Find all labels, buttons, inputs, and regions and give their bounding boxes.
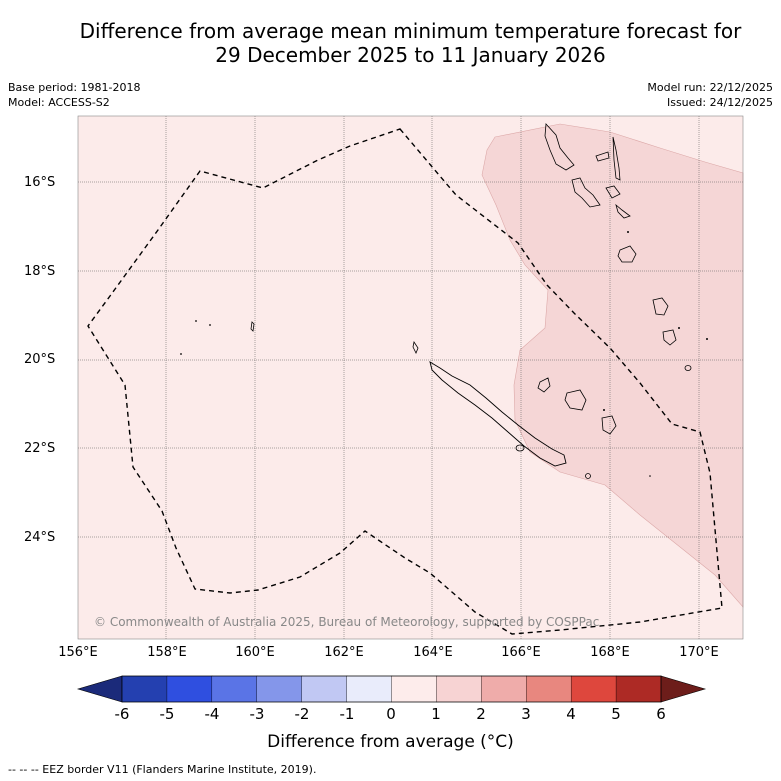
anomaly-region-1-to-2 (481, 123, 744, 608)
x-tick-164e: 164°E (413, 645, 453, 660)
colorbar-cell (256, 675, 303, 703)
islet-dot (627, 231, 629, 233)
islet-dot (209, 324, 211, 326)
title-line-1: Difference from average mean minimum tem… (79, 19, 742, 43)
colorbar-cell (211, 675, 258, 703)
x-tick-160e: 160°E (235, 645, 275, 660)
colorbar-cell (346, 675, 393, 703)
title-line-2: 29 December 2025 to 11 January 2026 (215, 43, 606, 67)
model-name: Model: ACCESS-S2 (8, 96, 110, 109)
aneityum-island (684, 365, 692, 371)
colorbar-cell (301, 675, 348, 703)
colorbar-extend-high (660, 675, 707, 703)
info-left: Base period: 1981-2018 Model: ACCESS-S2 (8, 80, 140, 110)
colorbar-cell (526, 675, 572, 703)
gridlines (78, 116, 743, 639)
colorbar-cell (481, 675, 527, 703)
colorbar-label: -1 (339, 705, 355, 723)
belep-islands (412, 340, 419, 354)
banks-island (595, 151, 610, 162)
colorbar-label: 4 (566, 705, 576, 723)
pentecost-island (612, 136, 621, 181)
x-tick-168e: 168°E (590, 645, 630, 660)
isle-of-pines (515, 444, 525, 452)
colorbar-label: -2 (294, 705, 310, 723)
colorbar-cell (166, 675, 213, 703)
islet-dot (180, 353, 182, 355)
issued-date: Issued: 24/12/2025 (666, 96, 773, 109)
mare-island (601, 415, 617, 435)
islet-dot (678, 327, 680, 329)
erromango-island (652, 297, 669, 316)
colorbar-cell (615, 675, 662, 703)
lifou-island (564, 389, 587, 411)
chesterfield-reef (250, 321, 255, 332)
colorbar-label: 5 (611, 705, 621, 723)
colorbar-label: 6 (656, 705, 666, 723)
y-tick-24s: 24°S (24, 530, 56, 545)
colorbar-label: 3 (521, 705, 531, 723)
x-tick-158e: 158°E (147, 645, 187, 660)
x-tick-156e: 156°E (58, 645, 98, 660)
y-tick-20s: 20°S (24, 352, 56, 367)
info-right: Model run: 22/12/2025 Issued: 24/12/2025 (647, 80, 773, 110)
epi-island (615, 203, 631, 219)
x-tick-162e: 162°E (324, 645, 364, 660)
map-frame (77, 115, 744, 640)
colorbar-cell (391, 675, 438, 703)
colorbar-label: -6 (114, 705, 130, 723)
y-tick-16s: 16°S (24, 175, 56, 190)
colorbar-cell (121, 675, 168, 703)
new-caledonia-island (429, 361, 567, 467)
copyright-text: © Commonwealth of Australia 2025, Bureau… (94, 615, 599, 629)
islet-dot (195, 320, 197, 322)
footer-eez-note: -- -- -- EEZ border V11 (Flanders Marine… (8, 763, 317, 776)
efate-island (617, 245, 637, 263)
islet-dot (649, 475, 651, 477)
colorbar-frame (121, 675, 662, 703)
y-tick-22s: 22°S (24, 441, 56, 456)
eez-border (87, 128, 723, 635)
walpole-island (585, 473, 591, 479)
colorbar-extend-low (76, 675, 123, 703)
y-tick-18s: 18°S (24, 264, 56, 279)
colorbar-label: -5 (159, 705, 175, 723)
colorbar-label: 2 (476, 705, 486, 723)
x-tick-166e: 166°E (501, 645, 541, 660)
espiritu-santo-island (544, 123, 575, 171)
ambrym-island (605, 185, 621, 199)
islet-dot (603, 409, 605, 411)
colorbar-label: -4 (204, 705, 220, 723)
colorbar-label: 0 (386, 705, 396, 723)
x-tick-170e: 170°E (679, 645, 719, 660)
ouvea-island (537, 377, 551, 393)
tanna-island (662, 329, 677, 346)
colorbar-title: Difference from average (°C) (267, 732, 514, 752)
chart-title: Difference from average mean minimum tem… (0, 19, 781, 67)
model-run: Model run: 22/12/2025 (647, 81, 773, 94)
colorbar-label: 1 (431, 705, 441, 723)
colorbar-cell (570, 675, 617, 703)
colorbar-cell (436, 675, 483, 703)
colorbar-label: -3 (249, 705, 265, 723)
base-period: Base period: 1981-2018 (8, 81, 141, 94)
islet-dot (706, 338, 708, 340)
malakula-island (571, 177, 601, 208)
